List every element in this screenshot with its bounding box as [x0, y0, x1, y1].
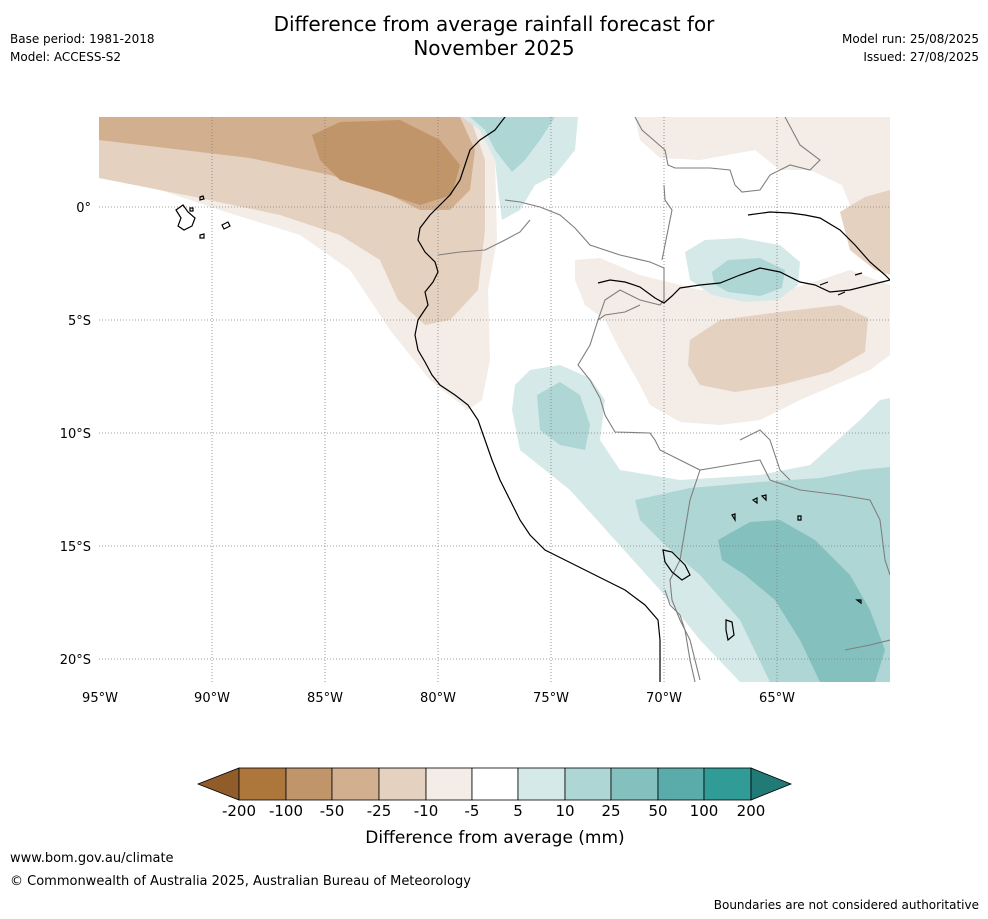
- border-bolivia-brazil: [669, 469, 701, 681]
- contour-pos50-south: [718, 520, 885, 682]
- colorbar-tick-neg100: -100: [269, 802, 303, 820]
- model-run-label: Model run: 25/08/2025: [841, 32, 979, 46]
- colorbar-segment-pos50: [657, 767, 705, 801]
- latitude-labels: 0° 5°S 10°S 15°S 20°S: [60, 201, 91, 668]
- longitude-labels: 95°W 90°W 85°W 80°W 75°W 70°W 65°W: [82, 691, 795, 706]
- lat-label-5s: 5°S: [68, 314, 91, 329]
- coast-amazon-river: [597, 267, 890, 304]
- coast-pacific-north: [414, 117, 661, 682]
- model-label: Model: ACCESS-S2: [10, 50, 122, 64]
- lat-label-10s: 10°S: [60, 427, 91, 442]
- map-title: Difference from average rainfall forecas…: [0, 12, 988, 60]
- metadata-left: Base period: 1981-2018 Model: ACCESS-S2: [10, 30, 155, 66]
- country-borders: [437, 117, 890, 682]
- colorbar-tick-pos10: 10: [555, 802, 574, 820]
- lat-label-20s: 20°S: [60, 653, 91, 668]
- lon-label-75w: 75°W: [533, 691, 569, 706]
- border-chile-bolivia: [664, 589, 696, 682]
- contour-neg50-nw: [312, 120, 460, 205]
- colorbar-tick-pos100: 100: [690, 802, 719, 820]
- colorbar-tick-pos200: 200: [737, 802, 766, 820]
- colorbar-arrow-left: [196, 767, 240, 801]
- colorbar-tick-neg25: -25: [367, 802, 392, 820]
- border-colombia-ecuador-peru: [504, 199, 890, 576]
- lon-label-65w: 65°W: [759, 691, 795, 706]
- title-line-2: November 2025: [413, 36, 575, 60]
- colorbar-segment-pos10: [564, 767, 612, 801]
- colorbar-ticks: -200 -100 -50 -25 -10 -5 5 10 25 50 100 …: [222, 802, 765, 820]
- colorbar-tick-neg10: -10: [414, 802, 439, 820]
- colorbar-segment-neg25: [378, 767, 427, 801]
- base-period-label: Base period: 1981-2018: [10, 32, 155, 46]
- contour-pos10-north: [462, 117, 578, 220]
- colorbar: -200 -100 -50 -25 -10 -5 5 10 25 50 100 …: [196, 767, 793, 848]
- border-brazil-venezuela: [661, 184, 673, 261]
- border-paraguay: [844, 639, 890, 651]
- border-colombia-venezuela: [634, 117, 821, 193]
- coast-northeast: [747, 211, 890, 281]
- lat-label-15s: 15°S: [60, 540, 91, 555]
- metadata-right: Model run: 25/08/2025 Issued: 27/08/2025: [842, 30, 979, 66]
- colorbar-label: Difference from average (mm): [365, 828, 624, 848]
- coastlines: [175, 117, 890, 682]
- colorbar-segment-pos5: [517, 767, 566, 801]
- wet-anomaly-north: [462, 117, 578, 220]
- title-line-1: Difference from average rainfall forecas…: [273, 12, 715, 36]
- colorbar-tick-pos50: 50: [648, 802, 667, 820]
- colorbar-tick-pos25: 25: [601, 802, 620, 820]
- wet-anomaly-south: [512, 365, 890, 682]
- colorbar-arrow-right: [750, 767, 793, 801]
- graticule: [99, 117, 890, 682]
- wet-anomaly-amazon: [685, 238, 800, 302]
- colorbar-segment-neg100: [285, 767, 333, 801]
- colorbar-segment-neutral: [471, 767, 519, 801]
- lake-titicaca: [662, 549, 691, 581]
- galapagos-islands: [175, 195, 231, 239]
- lon-label-85w: 85°W: [307, 691, 343, 706]
- colorbar-segment-neg10: [425, 767, 473, 801]
- footer-note: Boundaries are not considered authoritat…: [713, 898, 979, 912]
- dry-anomaly-east: [575, 117, 890, 425]
- colorbar-tick-neg200: -200: [222, 802, 256, 820]
- colorbar-tick-neg5: -5: [465, 802, 480, 820]
- border-peru-brazil: [597, 304, 641, 321]
- colorbar-segment-pos100: [703, 767, 752, 801]
- contour-pos25-amazon: [712, 258, 785, 296]
- coast-islands-amazon: [819, 272, 863, 296]
- footer-url: www.bom.gov.au/climate: [10, 851, 174, 866]
- lon-label-70w: 70°W: [646, 691, 682, 706]
- contour-neg5-north: [635, 117, 890, 235]
- contour-pos25-north: [470, 117, 555, 172]
- colorbar-tick-pos5: 5: [513, 802, 523, 820]
- colorbar-segment-pos25: [610, 767, 659, 801]
- issued-label: Issued: 27/08/2025: [863, 50, 979, 64]
- border-bolivia-east: [739, 429, 791, 481]
- map-panel: [99, 117, 890, 682]
- lon-label-90w: 90°W: [194, 691, 230, 706]
- colorbar-segment-neg50: [331, 767, 380, 801]
- lat-label-0: 0°: [76, 201, 91, 216]
- lon-label-95w: 95°W: [82, 691, 118, 706]
- small-lakes-bolivia: [725, 494, 862, 642]
- contour-neg10-northeast: [840, 190, 890, 275]
- colorbar-segment-neg200: [238, 767, 287, 801]
- border-ecuador-peru: [437, 219, 531, 256]
- lon-label-80w: 80°W: [420, 691, 456, 706]
- colorbar-tick-neg50: -50: [320, 802, 345, 820]
- contour-neg10-central: [688, 305, 868, 392]
- dry-anomaly-northwest: [99, 117, 497, 410]
- footer-copyright: © Commonwealth of Australia 2025, Austra…: [10, 874, 471, 889]
